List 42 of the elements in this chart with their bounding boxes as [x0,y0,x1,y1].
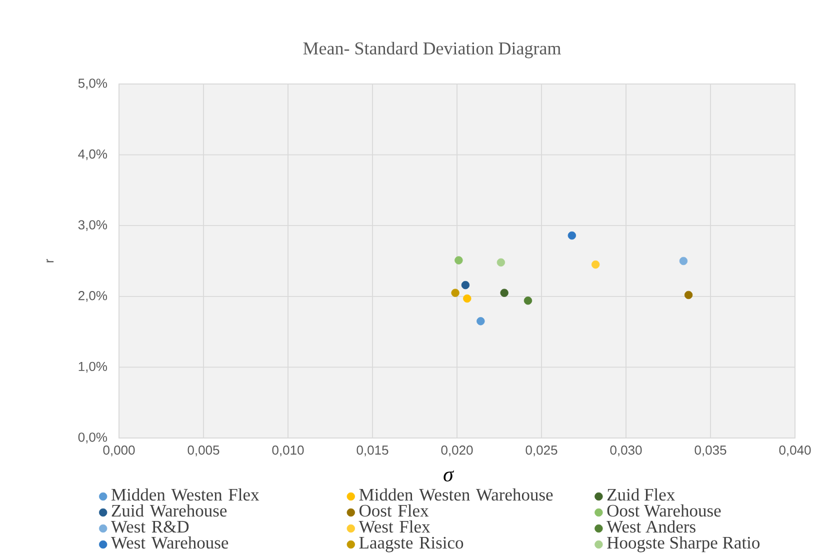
legend-label: West R&D [111,520,189,533]
x-axis-title: σ [444,470,454,482]
point [451,288,460,297]
legend-label: Midden Westen Warehouse [359,488,553,501]
x-tick-label: 0,010 [272,446,304,456]
x-tick-label: 0,020 [441,446,473,456]
point [591,260,600,269]
x-tick-label: 0,005 [188,446,220,456]
point [463,294,472,303]
point [568,231,576,240]
point [500,288,508,297]
point [461,280,470,290]
legend-label: Zuid Warehouse [112,504,227,517]
point [684,290,693,300]
y-tick-label: 5,0% [78,78,108,90]
point [524,296,532,305]
y-tick-label: 3,0% [78,220,108,231]
chart-title: Mean- Standard Deviation Diagram [303,42,561,58]
point [679,256,688,266]
y-axis-title: r [46,259,54,262]
legend-label: Midden Westen Flex [111,488,260,501]
legend-label: Oost Flex [360,504,429,517]
legend-label: Hoogste Sharpe Ratio [607,536,760,552]
x-tick-label: 0,015 [356,446,388,456]
legend-label: West Flex [358,520,430,533]
y-tick-label: 1,0% [78,362,108,373]
point [454,256,463,264]
legend-label: West Anders [606,520,696,533]
point [476,317,485,326]
y-tick-label: 0,0% [78,432,108,444]
x-tick-label: 0,030 [610,446,642,456]
y-tick-label: 4,0% [78,149,108,160]
y-tick-label: 2,0% [78,291,108,302]
legend-label: Zuid Flex [607,488,675,501]
legend-label: West Warehouse [111,536,228,549]
x-tick-label: 0,040 [779,446,811,456]
point [496,258,506,267]
x-tick-label: 0,035 [694,446,726,456]
x-tick-label: 0,000 [103,446,135,456]
x-tick-label: 0,025 [526,446,558,456]
legend-label: Oost Warehouse [607,504,721,517]
legend-label: Laagste Risico [359,536,464,552]
